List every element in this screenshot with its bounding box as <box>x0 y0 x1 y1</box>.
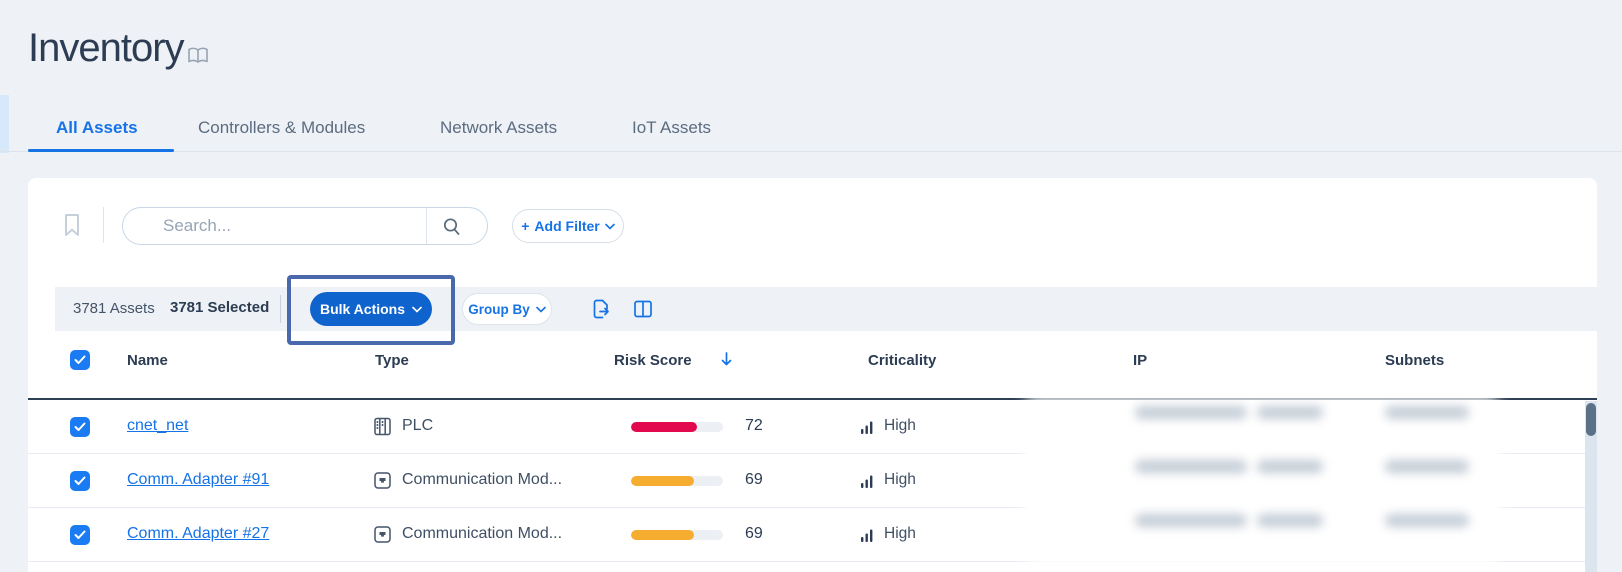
search-input[interactable] <box>163 216 418 236</box>
check-icon <box>74 476 86 485</box>
table-toolbar: 3781 Assets 3781 Selected Bulk Actions G… <box>55 287 1597 331</box>
export-icon[interactable] <box>589 297 613 321</box>
chevron-down-icon <box>535 306 546 313</box>
redacted-subnet-value <box>1385 460 1469 473</box>
bulk-actions-button[interactable]: Bulk Actions <box>310 292 432 326</box>
column-header-type[interactable]: Type <box>375 352 409 369</box>
risk-score-bar <box>631 530 723 540</box>
criticality-bars-icon <box>860 474 875 489</box>
row-checkbox[interactable] <box>70 417 90 437</box>
selected-count: 3781 Selected <box>170 299 270 316</box>
risk-bar-fill <box>631 476 695 486</box>
divider <box>426 208 427 244</box>
risk-score-value: 69 <box>745 471 763 488</box>
check-icon <box>74 355 86 364</box>
open-book-icon[interactable] <box>186 44 210 68</box>
asset-type-label: PLC <box>402 417 434 434</box>
sort-descending-icon[interactable] <box>720 351 733 367</box>
redacted-ip-value <box>1257 406 1323 419</box>
plus-icon: + <box>521 218 530 234</box>
row-checkbox[interactable] <box>70 471 90 491</box>
asset-name-link[interactable]: Comm. Adapter #91 <box>127 471 270 488</box>
divider <box>280 295 281 323</box>
group-by-button[interactable]: Group By <box>462 293 552 325</box>
redacted-ip-value <box>1135 406 1247 419</box>
page-title: Inventory <box>28 26 185 70</box>
group-by-label: Group By <box>468 301 530 317</box>
vertical-scrollbar[interactable] <box>1585 401 1597 572</box>
communication-module-icon <box>372 470 393 491</box>
plc-icon <box>372 416 393 437</box>
criticality-bars-icon <box>860 420 875 435</box>
column-header-name[interactable]: Name <box>127 352 168 369</box>
add-filter-button[interactable]: + Add Filter <box>512 209 624 243</box>
tab-all-assets[interactable]: All Assets <box>56 118 138 137</box>
table-header: Name Type Risk Score Criticality IP Subn… <box>28 340 1597 400</box>
redacted-subnet-value <box>1385 514 1469 527</box>
check-icon <box>74 422 86 431</box>
tab-controllers-modules[interactable]: Controllers & Modules <box>198 118 366 137</box>
search-icon[interactable] <box>441 216 463 238</box>
redacted-ip-value <box>1257 460 1323 473</box>
column-header-subnets[interactable]: Subnets <box>1385 352 1445 369</box>
asset-type-label: Communication Mod... <box>402 471 563 488</box>
check-icon <box>74 530 86 539</box>
risk-bar-fill <box>631 530 695 540</box>
redacted-ip-value <box>1257 514 1323 527</box>
column-header-ip[interactable]: IP <box>1133 352 1148 369</box>
criticality-bars-icon <box>860 528 875 543</box>
add-filter-label: Add Filter <box>534 218 600 234</box>
risk-score-bar <box>631 476 723 486</box>
redacted-area-backdrop <box>1028 402 1496 560</box>
bulk-actions-label: Bulk Actions <box>319 301 406 317</box>
sidebar-edge-accent <box>0 95 9 153</box>
columns-icon[interactable] <box>631 297 655 321</box>
criticality-label: High <box>884 525 916 542</box>
asset-type-label: Communication Mod... <box>402 525 563 542</box>
scrollbar-thumb[interactable] <box>1586 403 1596 436</box>
risk-score-value: 72 <box>745 417 763 434</box>
communication-module-icon <box>372 524 393 545</box>
risk-bar-fill <box>631 422 698 432</box>
criticality-label: High <box>884 417 916 434</box>
row-checkbox[interactable] <box>70 525 90 545</box>
column-header-criticality[interactable]: Criticality <box>868 352 937 369</box>
bookmark-icon[interactable] <box>56 209 88 241</box>
redacted-ip-value <box>1135 514 1247 527</box>
tab-iot-assets[interactable]: IoT Assets <box>632 118 712 137</box>
divider <box>103 207 104 243</box>
redacted-ip-value <box>1135 460 1247 473</box>
assets-count: 3781 Assets <box>73 300 155 317</box>
active-tab-underline <box>28 149 174 152</box>
chevron-down-icon <box>412 306 422 313</box>
asset-name-link[interactable]: Comm. Adapter #27 <box>127 525 270 542</box>
select-all-checkbox[interactable] <box>70 350 90 370</box>
chevron-down-icon <box>604 223 615 230</box>
column-header-risk-score[interactable]: Risk Score <box>614 352 692 369</box>
redacted-subnet-value <box>1385 406 1469 419</box>
risk-score-bar <box>631 422 723 432</box>
risk-score-value: 69 <box>745 525 763 542</box>
search-bar[interactable] <box>122 207 488 245</box>
criticality-label: High <box>884 471 916 488</box>
tabbar-divider <box>0 151 1622 152</box>
tab-network-assets[interactable]: Network Assets <box>440 118 558 137</box>
asset-name-link[interactable]: cnet_net <box>127 417 189 434</box>
